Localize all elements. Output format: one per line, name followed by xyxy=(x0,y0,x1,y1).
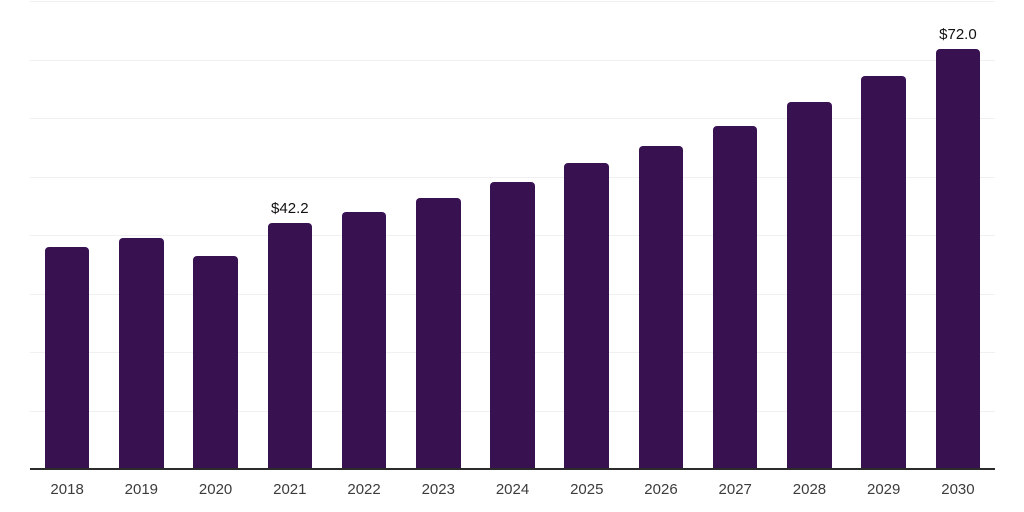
bar-2018[interactable] xyxy=(44,246,90,470)
bar-band-2018 xyxy=(30,2,104,470)
bar-value-label-2021: $42.2 xyxy=(271,200,309,218)
bar-2021[interactable] xyxy=(267,223,313,470)
bar-band-2025 xyxy=(550,2,624,470)
bar-band-2020 xyxy=(178,2,252,470)
plot-area: $42.2 $72.0 xyxy=(30,1,995,470)
bar-2026[interactable] xyxy=(638,145,684,470)
x-axis-line xyxy=(30,468,995,470)
bar-band-2030: $72.0 xyxy=(921,2,995,470)
bar-value-label-2030: $72.0 xyxy=(939,25,977,43)
bar-band-2029 xyxy=(847,2,921,470)
bar-2024[interactable] xyxy=(490,182,535,470)
x-tick-2023: 2023 xyxy=(421,481,455,498)
bar-band-2028 xyxy=(772,2,846,470)
bar-band-2024 xyxy=(475,2,549,470)
bar-band-2027 xyxy=(698,2,772,470)
bar-2025[interactable] xyxy=(564,162,610,470)
x-tick-2021: 2021 xyxy=(273,481,307,498)
bar-2022[interactable] xyxy=(341,212,387,470)
bars: $42.2 $72.0 xyxy=(30,2,995,470)
bar-2029[interactable] xyxy=(861,75,906,470)
x-tick-2018: 2018 xyxy=(50,481,84,498)
bar-band-2021: $42.2 xyxy=(253,2,327,470)
gridline-50 xyxy=(30,176,995,178)
x-tick-2024: 2024 xyxy=(495,481,530,498)
gridline-60 xyxy=(30,118,995,119)
gridline-70 xyxy=(30,59,995,61)
bar-band-2019 xyxy=(104,2,178,470)
x-axis-labels: 2018 2019 2020 2021 2022 2023 2024 2025 2026 2027… xyxy=(30,481,995,498)
x-tick-2028: 2028 xyxy=(792,481,827,498)
x-tick-2020: 2020 xyxy=(198,481,233,498)
x-tick-2019: 2019 xyxy=(124,481,159,498)
x-tick-2029: 2029 xyxy=(867,481,901,498)
gridline-80 xyxy=(30,1,995,2)
bar-2019[interactable] xyxy=(119,237,164,470)
x-tick-2026: 2026 xyxy=(644,481,678,498)
bar-2028[interactable] xyxy=(787,102,832,470)
x-tick-2030: 2030 xyxy=(941,481,975,498)
bar-2020[interactable] xyxy=(193,256,238,470)
bar-band-2023 xyxy=(401,2,475,470)
x-tick-2025: 2025 xyxy=(570,481,604,498)
x-tick-2027: 2027 xyxy=(718,481,752,498)
x-tick-2022: 2022 xyxy=(347,481,381,498)
bar-2027[interactable] xyxy=(712,126,758,470)
bar-band-2022 xyxy=(327,2,401,470)
bar-2030[interactable] xyxy=(935,48,981,470)
bar-band-2026 xyxy=(624,2,698,470)
bar-2023[interactable] xyxy=(416,197,461,470)
